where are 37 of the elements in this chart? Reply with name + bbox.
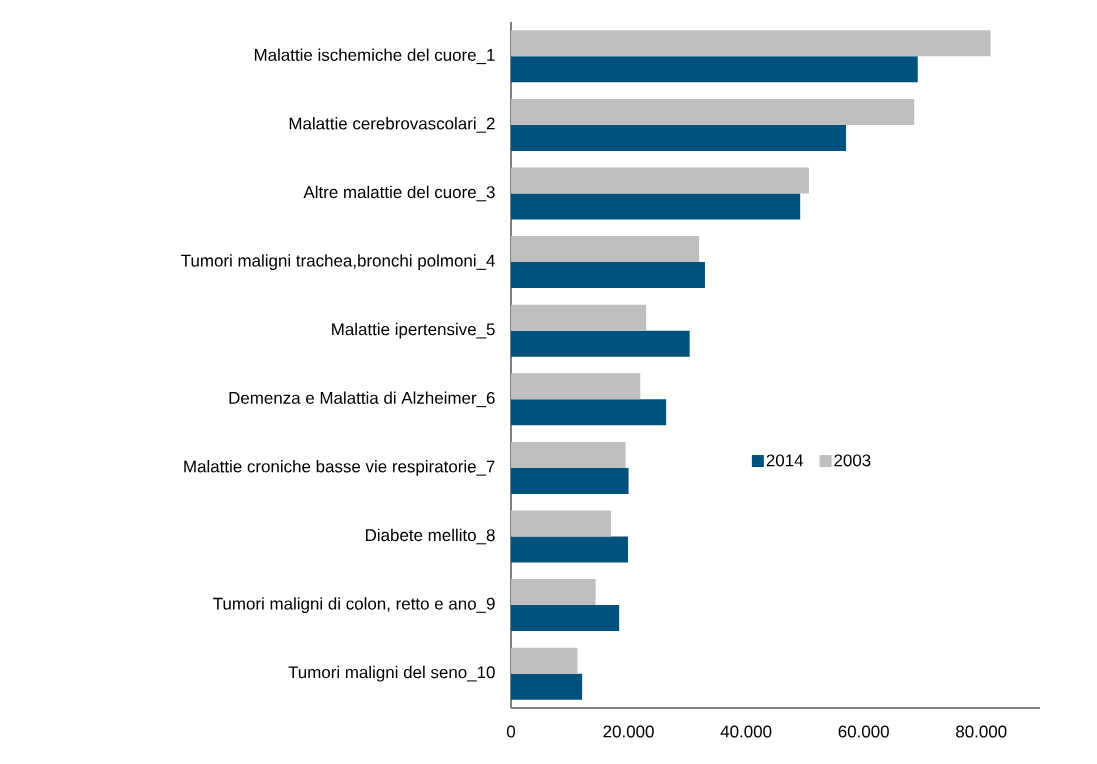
bar: [511, 330, 690, 357]
bar: [511, 579, 596, 606]
x-tick-label: 0: [506, 725, 516, 738]
legend-label: 2003: [834, 454, 871, 467]
y-tick-label: Tumori maligni trachea,bronchi polmoni_4: [181, 254, 495, 270]
x-tick-label: 60.000: [838, 725, 889, 738]
bar: [511, 167, 810, 194]
y-tick-label: Malattie cerebrovascolari_2: [289, 117, 495, 133]
bar: [511, 304, 647, 331]
bar: [511, 30, 991, 57]
bar: [511, 605, 620, 632]
legend-label: 2014: [766, 454, 804, 467]
y-tick-label: Malattie croniche basse vie respiratorie_7: [184, 460, 495, 476]
y-tick-label: Tumori maligni di colon, retto e ano_9: [213, 597, 495, 613]
bar: [511, 536, 628, 563]
bar: [511, 373, 641, 400]
bar: [511, 399, 667, 426]
y-tick-label: Tumori maligni del seno_10: [288, 665, 495, 682]
y-tick-label: Diabete mellito_8: [366, 528, 495, 545]
bar: [511, 262, 705, 289]
bar: [511, 467, 629, 494]
x-tick-label: 80.000: [956, 725, 1007, 738]
bar: [511, 673, 583, 700]
bar: [511, 647, 578, 674]
x-tick-label: 40.000: [720, 725, 772, 738]
bar: [511, 56, 918, 83]
bar: [511, 124, 847, 151]
bar: [511, 98, 915, 125]
y-tick-label: Malattie ischemiche del cuore_1: [254, 48, 495, 65]
bar: [511, 441, 626, 468]
y-tick-label: Demenza e Malattia di Alzheimer_6: [229, 391, 495, 408]
x-tick-label: 20.000: [603, 725, 654, 738]
bar: [511, 236, 700, 263]
bar: [511, 510, 611, 537]
bar: [511, 193, 801, 220]
y-tick-label: Altre malattie del cuore_3: [303, 185, 495, 202]
y-tick-label: Malattie ipertensive_5: [332, 322, 495, 339]
